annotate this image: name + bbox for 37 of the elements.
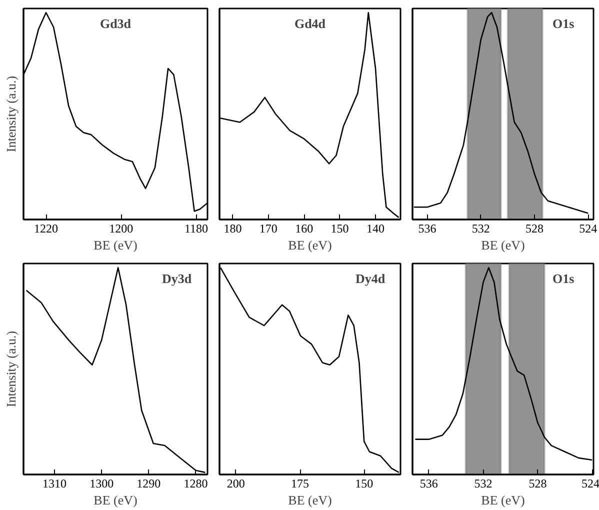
x-tick-label: 140 xyxy=(366,222,385,236)
x-axis-title: BE (eV) xyxy=(481,238,525,252)
x-tick-label: 536 xyxy=(418,222,436,236)
chart-title: Gd3d xyxy=(100,16,132,31)
x-tick-label: 536 xyxy=(420,476,438,490)
x-tick-label: 1300 xyxy=(90,476,114,490)
x-tick-label: 150 xyxy=(355,476,374,490)
x-axis-title: BE (eV) xyxy=(481,492,525,508)
x-tick-label: 170 xyxy=(259,222,278,236)
x-tick-label: 1180 xyxy=(184,222,208,236)
x-tick-label: 1220 xyxy=(34,222,58,236)
x-tick-label: 524 xyxy=(579,222,598,236)
x-tick-label: 532 xyxy=(474,476,492,490)
x-tick-label: 180 xyxy=(224,222,242,236)
x-tick-label: 160 xyxy=(295,222,314,236)
y-axis-title: Intensity (a.u.) xyxy=(4,76,18,152)
x-tick-label: 200 xyxy=(226,476,245,490)
x-tick-label: 175 xyxy=(291,476,309,490)
chart-title: O1s xyxy=(552,16,574,31)
x-axis-title: BE (eV) xyxy=(288,492,332,508)
x-tick-label: 524 xyxy=(582,476,599,490)
x-tick-label: 1310 xyxy=(42,476,67,490)
chart-title: Dy4d xyxy=(356,270,386,286)
chart-title: Dy3d xyxy=(162,270,192,286)
chart-title: O1s xyxy=(552,270,574,286)
x-tick-label: 532 xyxy=(472,222,490,236)
y-axis-title: Intensity (a.u.) xyxy=(4,330,18,408)
x-tick-label: 528 xyxy=(526,222,544,236)
chart-title: Gd4d xyxy=(294,16,326,31)
x-axis-title: BE (eV) xyxy=(288,238,332,252)
x-axis-title: BE (eV) xyxy=(94,492,138,508)
x-tick-label: 1200 xyxy=(109,222,134,236)
x-tick-label: 1280 xyxy=(184,476,208,490)
x-tick-label: 150 xyxy=(330,222,349,236)
x-axis-title: BE (eV) xyxy=(94,238,138,252)
x-tick-label: 1290 xyxy=(136,476,161,490)
x-tick-label: 528 xyxy=(528,476,547,490)
